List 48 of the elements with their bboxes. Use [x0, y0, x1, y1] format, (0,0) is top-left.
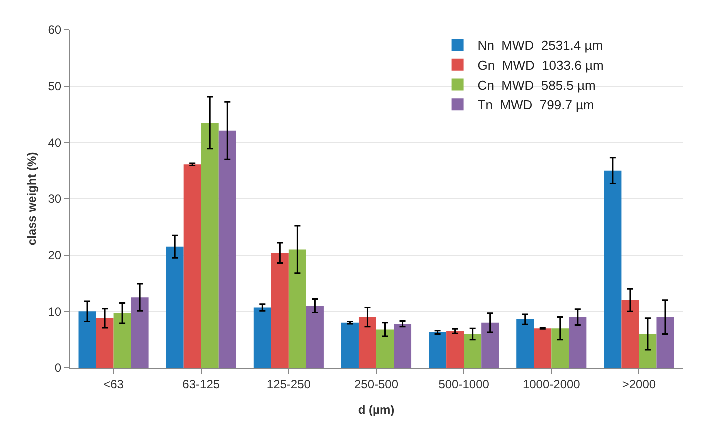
bar	[78, 312, 96, 368]
y-axis-title: class weight (%)	[25, 152, 39, 246]
bar	[358, 317, 376, 368]
x-tick-label: <63	[104, 377, 124, 392]
bar	[482, 322, 500, 368]
bar	[394, 324, 412, 368]
legend-label: Nn MWD 2531.4 µm	[478, 38, 604, 54]
bar	[201, 122, 219, 368]
bar	[341, 322, 359, 368]
x-tick-label: 250-500	[354, 377, 399, 392]
bar	[569, 317, 587, 368]
legend-label: Tn MWD 799.7 µm	[478, 98, 594, 113]
y-tick-label: 30	[48, 192, 62, 206]
bar	[271, 253, 289, 368]
bar	[639, 334, 657, 368]
x-tick-label: 1000-2000	[522, 377, 581, 392]
bar	[114, 313, 132, 368]
bar	[446, 331, 464, 368]
x-tick-label: 63-125	[182, 377, 220, 392]
bar	[254, 308, 272, 368]
bar	[552, 328, 570, 368]
y-tick-label: 40	[48, 136, 62, 150]
y-tick-label: 60	[48, 23, 62, 38]
bar	[622, 300, 640, 368]
bar	[131, 298, 149, 368]
x-tick-label: 125-250	[266, 377, 312, 392]
bar	[656, 317, 674, 368]
bar	[376, 330, 394, 368]
bar	[464, 334, 482, 368]
bar	[516, 320, 534, 368]
bar	[288, 250, 306, 368]
x-tick-label: >2000	[622, 377, 656, 392]
bar	[306, 306, 324, 368]
bar	[534, 328, 552, 368]
x-tick-label: 500-1000	[438, 377, 490, 392]
bar	[429, 332, 447, 368]
y-tick-label: 0	[54, 361, 62, 376]
y-tick-label: 10	[48, 304, 62, 319]
bar	[218, 130, 236, 368]
y-tick-label: 20	[48, 248, 62, 263]
bar	[604, 170, 622, 368]
x-axis-title: d (µm)	[358, 403, 395, 417]
bar	[184, 164, 202, 368]
legend-label: Gn MWD 1033.6 µm	[478, 58, 604, 73]
bar	[166, 246, 184, 368]
bar	[96, 318, 114, 368]
y-tick-label: 50	[48, 80, 62, 94]
legend-label: Cn MWD 585.5 µm	[478, 78, 596, 93]
